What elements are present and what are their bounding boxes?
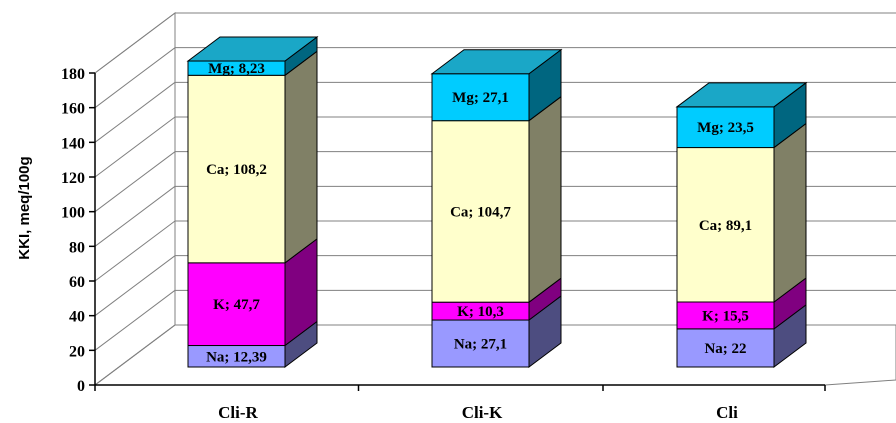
bar-stack-cli: Na; 22 K; 15,5 Ca; 89,1 Mg; 23,5: [675, 81, 808, 368]
y-tick-label: 80: [69, 239, 85, 256]
y-tick-labels: 0 20 40 60 80 100 120 140 160 180: [61, 66, 85, 395]
data-label-k: K; 47,7: [213, 297, 260, 313]
gridline-depth: [94, 116, 176, 178]
bar-stack-cli-k: Na; 27,1 K; 10,3 Ca; 104,7 Mg; 27,1: [430, 48, 563, 368]
data-label-mg: Mg; 8,23: [208, 61, 265, 77]
data-label-na: Na; 12,39: [206, 349, 267, 365]
y-tick-label: 160: [61, 101, 85, 118]
gridline-depth: [94, 185, 176, 247]
data-label-ca: Ca; 104,7: [450, 204, 511, 220]
gridline-depth: [94, 289, 176, 351]
side-wall: [94, 12, 176, 386]
gridline-depth: [94, 47, 176, 109]
bar-segment-ca: [431, 120, 530, 303]
y-axis-title: KKI, meq/100g: [16, 156, 33, 259]
bar-segment-mg: [431, 73, 530, 122]
y-tick-label: 60: [69, 274, 85, 291]
gridline-depth: [94, 151, 176, 213]
bar-segment-ca: [676, 147, 775, 303]
gridline-depth: [94, 81, 176, 143]
gridline-depth: [94, 255, 176, 317]
bar-segment-k: [676, 301, 775, 330]
bar-top-mg: [430, 49, 563, 75]
y-tick-label: 40: [69, 309, 85, 326]
bar-top-mg: [186, 36, 319, 62]
axes: [89, 72, 826, 391]
gridline-depth: [94, 324, 176, 386]
y-tick-label: 0: [77, 378, 85, 395]
bar-segment-k: [187, 262, 286, 347]
category-label: Cli-R: [218, 403, 258, 422]
bar-segment-mg: [676, 106, 775, 149]
data-label-mg: Mg; 23,5: [697, 120, 754, 136]
bar-side-ca: [773, 122, 807, 303]
bar-segment-ca: [187, 74, 286, 264]
category-labels: Cli-R Cli-K Cli: [218, 403, 738, 422]
y-tick-label: 120: [61, 170, 85, 187]
bar-top-mg: [675, 82, 808, 108]
data-label-na: Na; 22: [704, 341, 746, 357]
data-label-ca: Ca; 108,2: [206, 162, 267, 178]
bar-segment-na: [431, 319, 530, 368]
bar-segment-na: [676, 328, 775, 368]
y-tick-label: 100: [61, 205, 85, 222]
data-label-mg: Mg; 27,1: [452, 90, 509, 106]
bar-stack-cli-r: Na; 12,39 K; 47,7 Ca; 108,2 Mg; 8,23: [186, 36, 319, 368]
gridline-depth: [94, 220, 176, 282]
category-label: Cli: [716, 403, 738, 422]
bar-side-ca: [284, 50, 318, 264]
data-label-na: Na; 27,1: [454, 337, 507, 353]
bars: Na; 12,39 K; 47,7 Ca; 108,2 Mg; 8,23 Na; 27,…: [186, 36, 808, 368]
data-label-k: K; 15,5: [702, 308, 749, 324]
gridline-depth: [94, 12, 176, 74]
data-label-ca: Ca; 89,1: [699, 218, 752, 234]
data-label-k: K; 10,3: [457, 304, 504, 320]
y-tick-label: 180: [61, 66, 85, 83]
y-tick-label: 20: [69, 343, 85, 360]
category-label: Cli-K: [462, 403, 503, 422]
bar-side-ca: [528, 95, 562, 304]
y-tick-label: 140: [61, 135, 85, 152]
